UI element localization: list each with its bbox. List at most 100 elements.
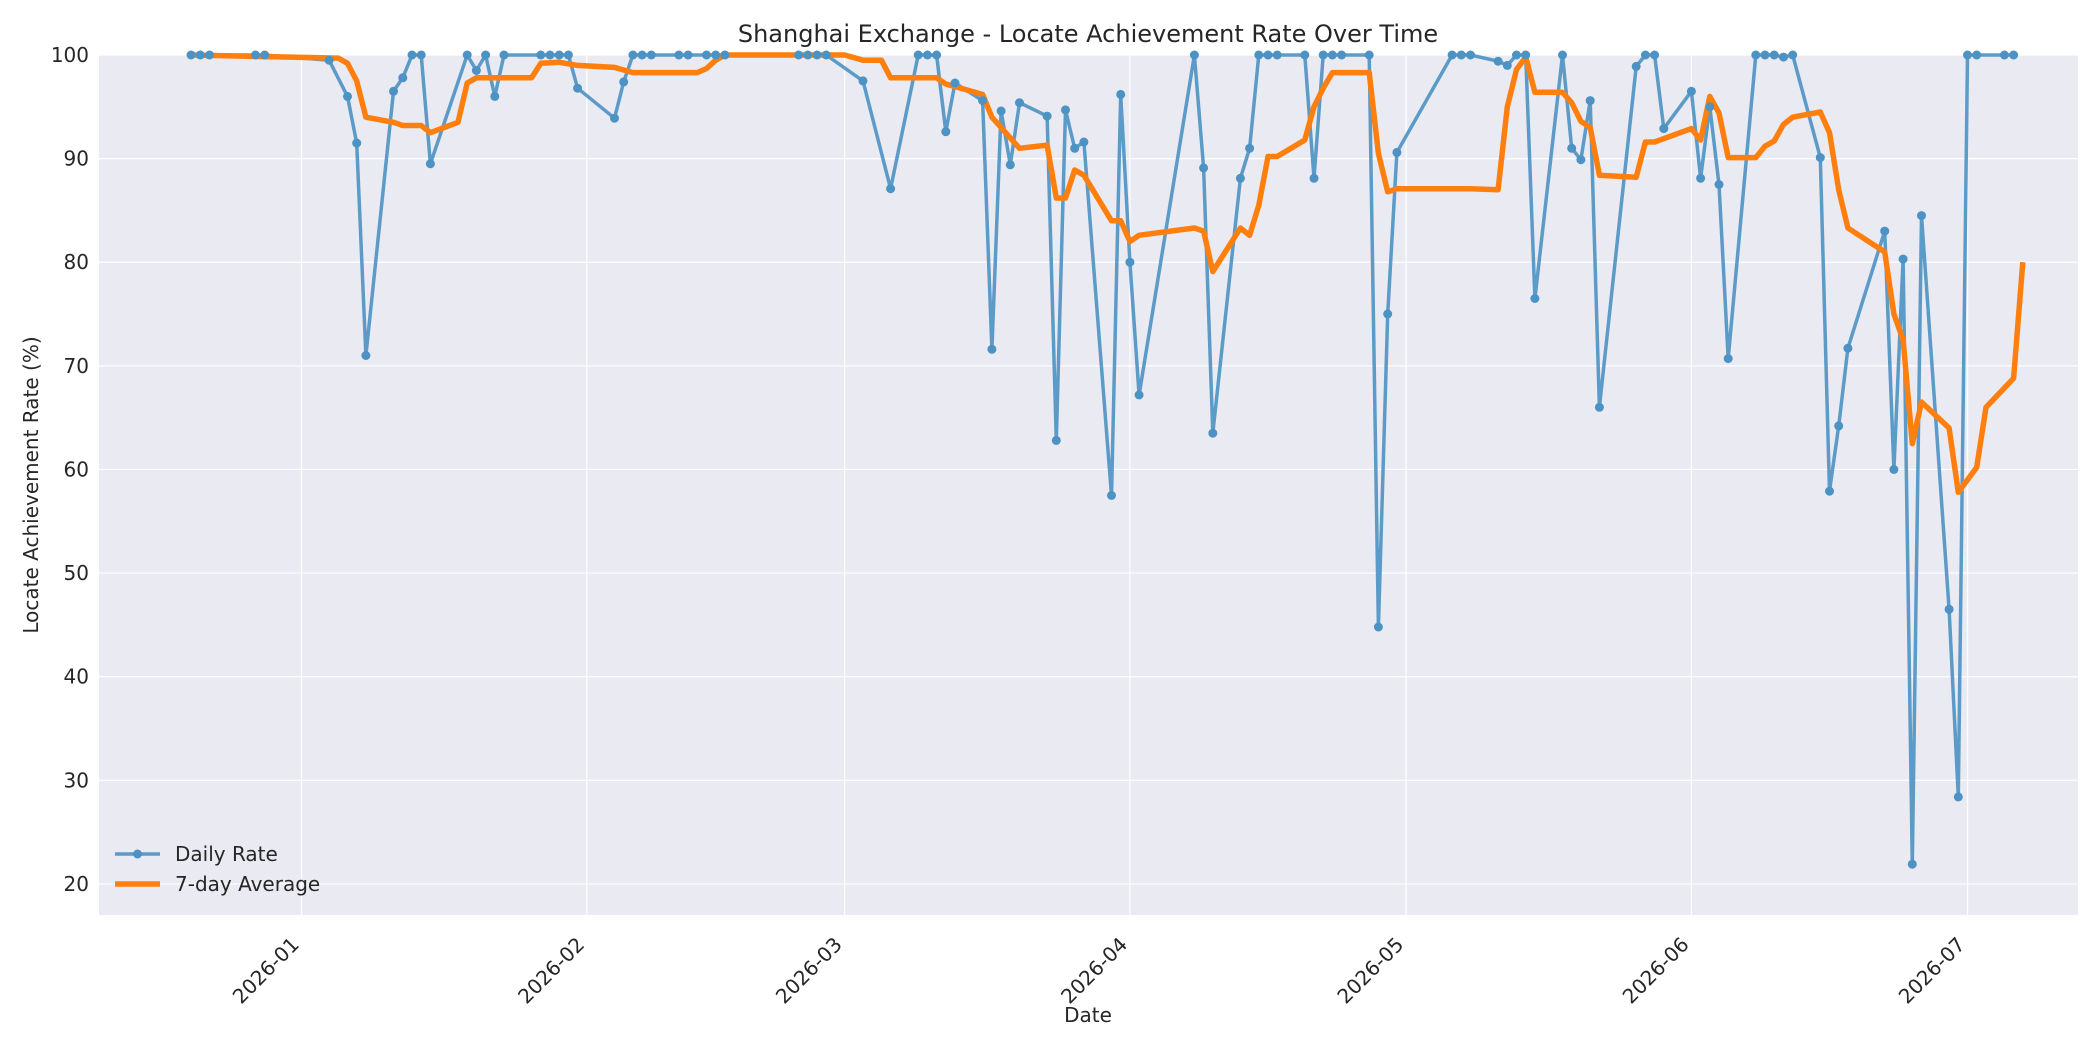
daily-rate-point <box>324 55 334 65</box>
daily-rate-point <box>1907 859 1917 869</box>
daily-rate-point <box>1254 50 1264 60</box>
daily-rate-point <box>1530 294 1540 303</box>
daily-rate-point <box>1917 211 1926 221</box>
daily-rate-point <box>646 50 656 60</box>
daily-rate-point <box>1650 50 1660 60</box>
daily-rate-point <box>1521 50 1531 60</box>
daily-rate-point <box>1079 137 1089 147</box>
daily-rate-point <box>1972 50 1982 60</box>
daily-rate-point <box>1558 50 1567 60</box>
daily-rate-point <box>573 83 583 93</box>
daily-rate-point <box>932 50 942 60</box>
daily-rate-point <box>499 50 509 60</box>
daily-rate-point <box>858 76 868 86</box>
daily-rate-point <box>1779 52 1788 62</box>
daily-rate-point <box>702 50 711 60</box>
daily-rate-point <box>2009 50 2019 60</box>
daily-rate-point <box>1005 160 1015 170</box>
daily-rate-point <box>1594 402 1604 412</box>
daily-rate-point <box>1696 173 1706 183</box>
y-tick-label: 70 <box>64 354 89 378</box>
daily-rate-point <box>398 73 408 83</box>
daily-rate-point <box>1963 50 1972 60</box>
daily-rate-point <box>1502 60 1512 70</box>
daily-rate-point <box>490 91 500 101</box>
daily-rate-point <box>1686 86 1696 96</box>
daily-rate-point <box>260 50 270 60</box>
daily-rate-point <box>425 159 435 169</box>
daily-rate-point <box>205 50 214 60</box>
daily-rate-point <box>711 50 721 60</box>
daily-rate-point <box>941 127 951 137</box>
daily-rate-point <box>361 351 371 360</box>
daily-rate-point <box>812 50 822 60</box>
daily-rate-point <box>996 106 1006 116</box>
daily-rate-point <box>1061 105 1070 115</box>
daily-rate-point <box>1392 147 1402 157</box>
daily-rate-point <box>343 91 352 101</box>
daily-rate-point <box>1843 343 1853 353</box>
daily-rate-point <box>1309 173 1319 183</box>
daily-rate-point <box>481 50 491 60</box>
daily-rate-point <box>416 50 426 60</box>
daily-rate-point <box>794 50 804 60</box>
daily-rate-point <box>1751 50 1761 60</box>
daily-rate-point <box>1245 143 1255 153</box>
daily-rate-point <box>1953 792 1963 802</box>
daily-rate-point <box>1889 465 1899 474</box>
daily-rate-point <box>251 50 260 60</box>
daily-rate-point <box>720 50 730 60</box>
daily-rate-point <box>683 50 693 60</box>
daily-rate-point <box>462 50 472 60</box>
daily-rate-point <box>978 96 988 106</box>
daily-rate-point <box>1456 50 1466 60</box>
daily-rate-point <box>1125 257 1135 267</box>
series-line-7-day-average <box>190 52 2026 496</box>
daily-rate-point <box>619 77 629 87</box>
daily-rate-point <box>987 344 997 354</box>
daily-rate-point <box>1466 50 1475 60</box>
y-axis-title: Locate Achievement Rate (%) <box>19 336 43 633</box>
daily-rate-point <box>1576 155 1586 165</box>
daily-rate-point <box>1944 604 1954 614</box>
daily-rate-point <box>1134 390 1144 400</box>
daily-rate-point <box>1235 173 1245 183</box>
daily-rate-point <box>922 50 932 60</box>
daily-rate-point <box>674 50 684 60</box>
daily-rate-point <box>1567 143 1577 153</box>
y-tick-label: 50 <box>64 561 89 585</box>
daily-rate-point <box>471 66 481 75</box>
daily-rate-point <box>610 113 619 123</box>
x-axis-title: Date <box>1064 1003 1112 1027</box>
y-tick-label: 80 <box>64 250 89 274</box>
daily-rate-point <box>1383 309 1393 319</box>
daily-rate-point <box>1723 354 1733 364</box>
daily-rate-point <box>1300 50 1310 60</box>
y-tick-label: 40 <box>64 665 89 689</box>
y-tick-label: 60 <box>64 457 89 481</box>
daily-rate-point <box>545 50 555 60</box>
daily-rate-point <box>1208 428 1218 438</box>
daily-rate-point <box>1337 50 1347 60</box>
daily-rate-point <box>637 50 647 60</box>
daily-rate-point <box>1769 50 1779 60</box>
legend-daily-marker <box>133 849 142 859</box>
daily-rate-point <box>536 50 546 60</box>
daily-rate-point <box>1189 50 1199 60</box>
daily-rate-point <box>1825 486 1834 496</box>
y-tick-label: 30 <box>64 768 89 792</box>
daily-rate-point <box>1373 622 1383 632</box>
y-tick-label: 90 <box>64 147 89 171</box>
daily-rate-point <box>1640 50 1650 60</box>
daily-rate-point <box>1116 89 1126 99</box>
daily-rate-point <box>1585 96 1595 106</box>
chart-title: Shanghai Exchange - Locate Achievement R… <box>738 20 1438 48</box>
daily-rate-point <box>186 50 196 60</box>
legend-average-label: 7-day Average <box>175 872 320 896</box>
daily-rate-point <box>352 138 362 148</box>
daily-rate-point <box>1107 490 1116 500</box>
series-layer <box>186 50 2026 869</box>
daily-rate-point <box>1272 50 1282 60</box>
daily-rate-point <box>554 50 564 60</box>
